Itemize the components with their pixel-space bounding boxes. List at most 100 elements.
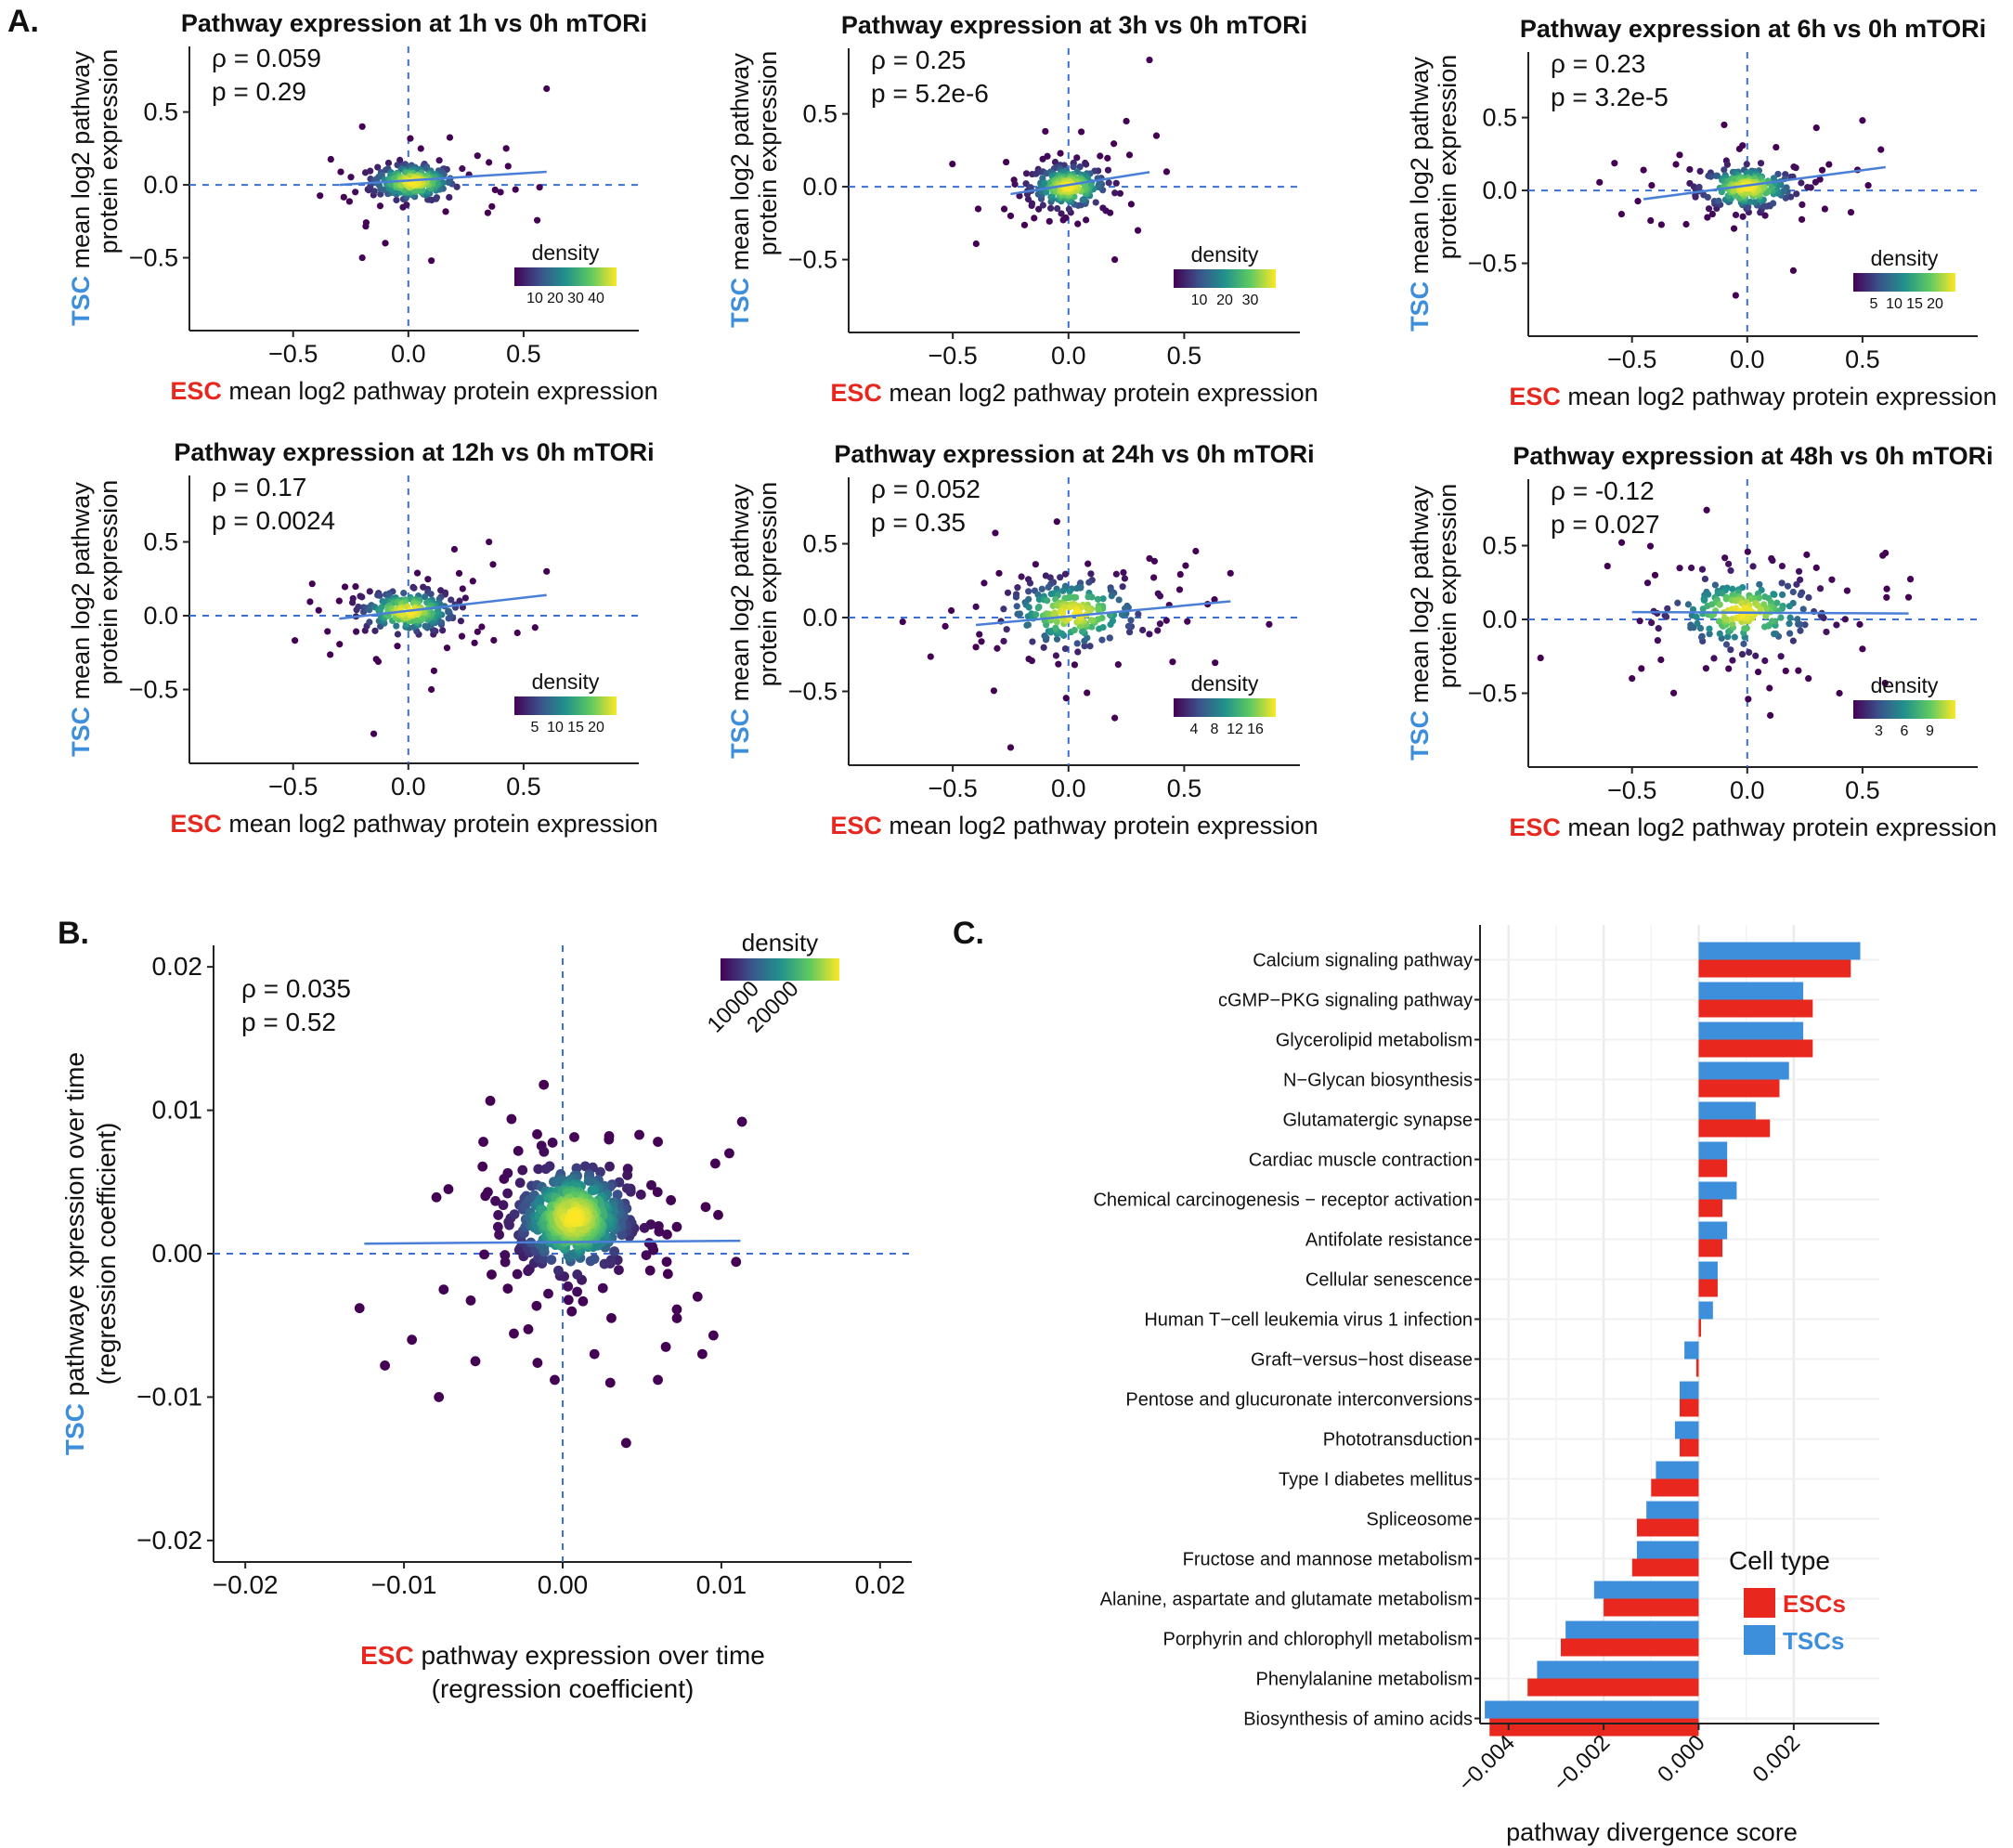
- panel-label-a: A.: [7, 4, 39, 39]
- regression-fit-line: [1631, 610, 1909, 615]
- bar-esc: [1527, 1678, 1699, 1697]
- x-axis-label: ESC mean log2 pathway protein expression: [170, 377, 657, 405]
- density-tick-label: 20: [1927, 296, 1943, 312]
- data-point: [1105, 179, 1112, 187]
- data-point: [653, 1220, 664, 1231]
- data-point: [478, 1137, 488, 1147]
- density-tick-label: 10: [1191, 293, 1208, 308]
- data-point: [992, 529, 999, 537]
- data-point: [1077, 128, 1085, 136]
- data-point: [1112, 570, 1120, 578]
- data-point: [1035, 603, 1043, 611]
- y-axis-label-tsc: TSC: [726, 709, 754, 759]
- data-point: [1754, 668, 1762, 676]
- data-point: [604, 1161, 615, 1172]
- data-point: [1798, 215, 1806, 223]
- data-point: [337, 168, 344, 176]
- x-axis-label: ESC mean log2 pathway protein expression: [1509, 383, 1996, 410]
- density-colorbar: [1853, 273, 1955, 292]
- data-point: [1735, 145, 1743, 152]
- y-axis-label: TSC pathwaye xpression over time: [60, 1052, 89, 1455]
- data-point: [1715, 197, 1722, 204]
- correlation-rho: ρ = 0.23: [1551, 49, 1645, 78]
- data-point: [539, 1146, 550, 1157]
- x-tick-label: −0.5: [928, 342, 977, 370]
- data-point: [974, 205, 982, 213]
- data-point: [493, 1210, 504, 1220]
- data-point: [366, 618, 373, 626]
- y-axis-label-tsc: TSC: [67, 707, 95, 757]
- data-point: [622, 1170, 633, 1180]
- data-point: [1212, 659, 1219, 667]
- data-point: [354, 1303, 365, 1314]
- data-point: [1864, 182, 1872, 189]
- data-point: [1000, 637, 1007, 645]
- data-point: [1057, 150, 1064, 157]
- x-tick-label: 0.002: [1748, 1730, 1806, 1788]
- data-point: [1725, 560, 1733, 567]
- data-point: [1031, 215, 1038, 222]
- data-point: [1092, 199, 1099, 206]
- data-point: [458, 632, 466, 640]
- data-point: [1664, 605, 1671, 612]
- data-point: [1099, 595, 1107, 603]
- density-colorbar: [1174, 698, 1276, 717]
- data-point: [484, 209, 492, 216]
- data-point: [1106, 634, 1113, 642]
- data-point: [1682, 220, 1690, 228]
- data-point: [1150, 557, 1159, 565]
- x-tick-label: 0.5: [506, 340, 541, 368]
- data-point: [1879, 552, 1887, 559]
- data-point: [1026, 579, 1034, 587]
- data-point: [646, 1179, 656, 1191]
- data-point: [1118, 611, 1126, 618]
- bar-tsc: [1537, 1660, 1699, 1679]
- data-point: [1154, 627, 1162, 634]
- data-point: [1032, 611, 1040, 618]
- data-point: [1109, 618, 1117, 625]
- data-point: [1843, 587, 1851, 594]
- data-point: [1108, 592, 1115, 600]
- data-point: [635, 1190, 646, 1200]
- data-point: [1119, 583, 1126, 591]
- data-point: [1716, 630, 1723, 637]
- data-point: [1000, 205, 1008, 213]
- density-tick-label: 8: [1211, 722, 1219, 737]
- data-point: [1182, 562, 1189, 569]
- data-point: [1098, 636, 1106, 644]
- data-point: [1669, 689, 1678, 696]
- x-tick-label: 0.0: [1730, 776, 1765, 804]
- data-point: [1127, 617, 1135, 624]
- data-point: [1110, 140, 1118, 148]
- bar-esc: [1698, 1319, 1702, 1337]
- data-point: [1743, 624, 1750, 632]
- data-point: [1906, 576, 1915, 583]
- data-point: [571, 1163, 582, 1174]
- density-colorbar: [721, 958, 839, 981]
- category-label: Human T−cell leukemia virus 1 infection: [1144, 1310, 1473, 1331]
- y-tick-label: −0.5: [1468, 680, 1517, 708]
- data-point: [1046, 204, 1055, 212]
- data-point: [1701, 575, 1709, 583]
- data-point: [1655, 625, 1662, 632]
- data-point: [1057, 574, 1064, 581]
- data-point: [1099, 204, 1107, 212]
- data-point: [370, 188, 378, 195]
- data-point: [1672, 161, 1680, 168]
- data-point: [543, 85, 551, 93]
- data-point: [653, 1374, 663, 1386]
- data-point: [1657, 221, 1665, 228]
- y-tick-label: 0.5: [143, 528, 178, 556]
- x-tick-label: −0.5: [1607, 776, 1656, 804]
- data-point: [509, 1209, 520, 1219]
- density-legend-title: density: [532, 241, 600, 265]
- data-point: [1836, 689, 1843, 697]
- data-point: [1777, 653, 1785, 660]
- data-point: [1014, 584, 1021, 592]
- data-point: [439, 627, 447, 634]
- data-point: [1066, 604, 1073, 611]
- data-point: [550, 1374, 560, 1386]
- data-point: [474, 152, 481, 160]
- plot-title: Pathway expression at 48h vs 0h mTORi: [1513, 442, 1993, 470]
- x-tick-label: −0.5: [268, 340, 318, 368]
